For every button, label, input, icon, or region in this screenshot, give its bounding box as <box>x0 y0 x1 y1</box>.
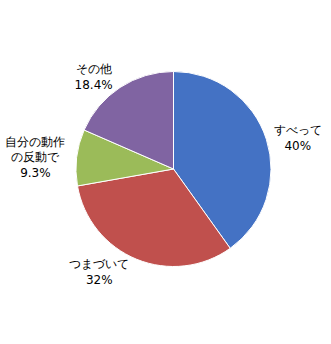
svg-text:その他18.4%: その他18.4% <box>75 62 113 92</box>
svg-text:つまづいて32%: つまづいて32% <box>69 257 129 287</box>
svg-text:自分の動作の反動で9.3%: 自分の動作の反動で9.3% <box>5 135 65 180</box>
svg-text:すべって40%: すべって40% <box>274 123 322 153</box>
